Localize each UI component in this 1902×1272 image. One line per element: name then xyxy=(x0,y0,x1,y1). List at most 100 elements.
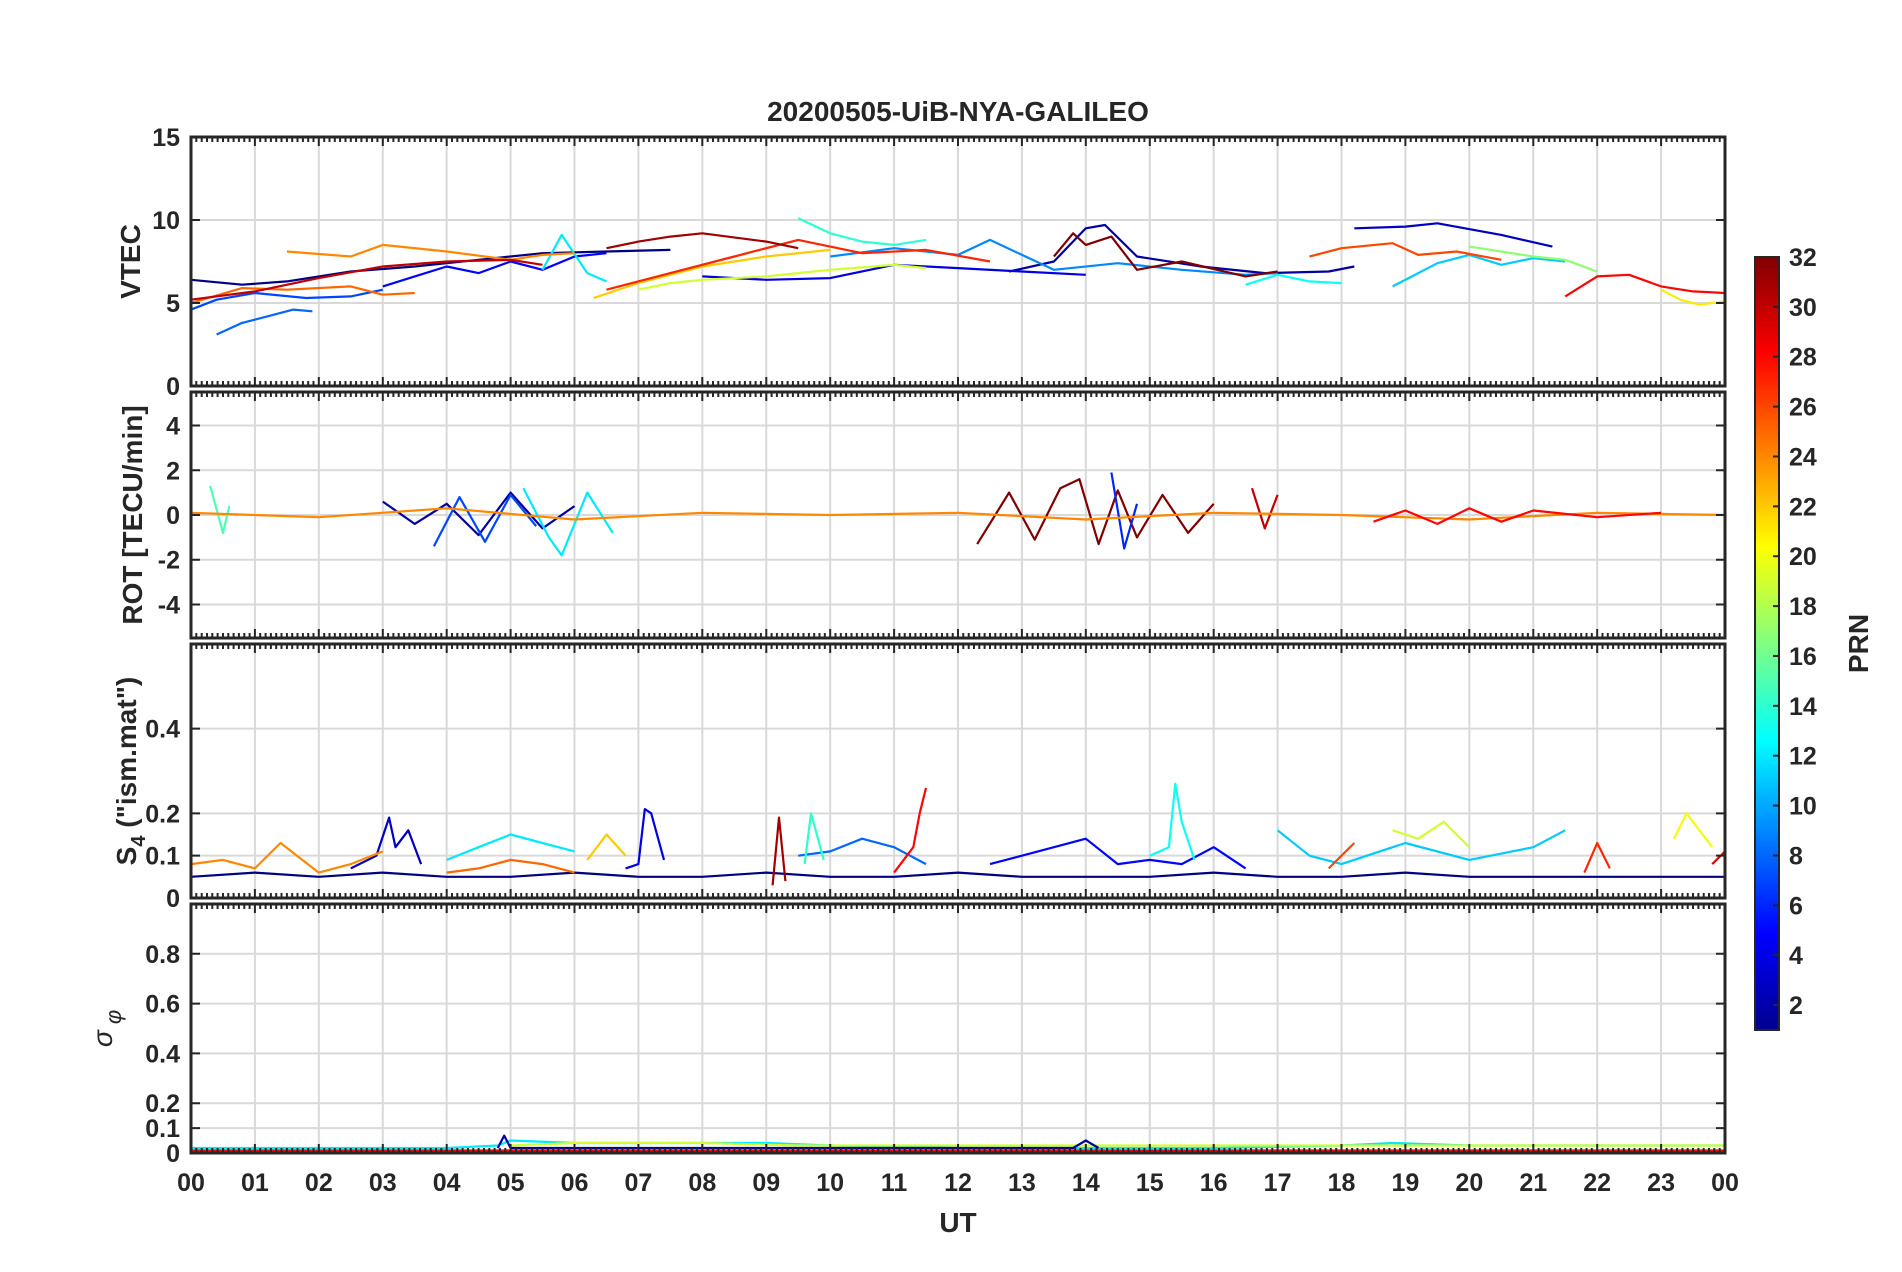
series-line-prn-11 xyxy=(1276,829,1566,866)
series-line-prn-6 xyxy=(1110,472,1139,550)
series-line-prn-13 xyxy=(1149,782,1196,861)
series-line-prn-22 xyxy=(586,833,627,861)
series-line-prn-7 xyxy=(191,288,384,311)
y-axis-label: VTEC xyxy=(115,224,146,299)
y-tick-label: -2 xyxy=(158,547,180,575)
x-tick-label: 16 xyxy=(1200,1169,1228,1197)
y-tick-label: 0.2 xyxy=(145,800,180,828)
series-line-prn-12 xyxy=(191,1139,1725,1150)
y-tick-label: 4 xyxy=(166,413,180,441)
series-line-prn-12 xyxy=(446,833,575,861)
y-tick-label: 2 xyxy=(166,457,180,485)
x-tick-label: 11 xyxy=(881,1169,908,1197)
x-axis: 00 01 02 03 04 05 06 07 08 09 10 11 12 13 14 15 16 17 18 19… xyxy=(177,1169,1739,1197)
x-tick-label: 06 xyxy=(561,1169,589,1197)
series-group xyxy=(191,472,1725,557)
series-line-prn-31 xyxy=(606,232,799,250)
x-tick-label: 17 xyxy=(1264,1169,1292,1197)
colorbar-tick-label: 32 xyxy=(1789,244,1817,272)
colorbar-tick-label: 12 xyxy=(1789,743,1817,771)
series-line-prn-24 xyxy=(191,841,384,874)
colorbar-gradient xyxy=(1754,256,1780,1031)
tick-marks xyxy=(190,644,1726,898)
series-line-prn-13 xyxy=(1245,273,1342,286)
x-tick-label: 13 xyxy=(1008,1169,1036,1197)
y-tick-label: 0.8 xyxy=(145,941,180,969)
y-tick-label: 5 xyxy=(166,290,180,318)
x-tick-label: 07 xyxy=(625,1169,653,1197)
y-tick-label: 0 xyxy=(166,885,180,913)
series-line-prn-14 xyxy=(803,812,825,865)
x-tick-label: 03 xyxy=(369,1169,397,1197)
colorbar-tick-label: 6 xyxy=(1789,892,1803,920)
grid xyxy=(191,392,1725,638)
x-minor-ticks xyxy=(190,644,1726,898)
panel-s4: 0 0.1 0.2 0.4S4 ("ism.mat") xyxy=(111,642,1727,913)
series-line-prn-2 xyxy=(496,1134,1100,1150)
colorbar-tick-label: 8 xyxy=(1789,842,1803,870)
series-line-prn-11 xyxy=(1392,253,1566,288)
tick-marks xyxy=(190,904,1726,1153)
series-line-prn-30 xyxy=(1250,487,1279,530)
series-line-prn-8 xyxy=(216,308,313,336)
series-line-prn-27 xyxy=(606,238,991,291)
x-tick-label: 00 xyxy=(177,1169,205,1197)
colorbar-tick-label: 26 xyxy=(1789,394,1817,422)
x-tick-label: 10 xyxy=(816,1169,844,1197)
series-line-prn-32 xyxy=(976,478,1215,546)
y-tick-label: 0.2 xyxy=(145,1090,180,1118)
x-tick-label: 02 xyxy=(305,1169,333,1197)
series-line-prn-27 xyxy=(1583,841,1611,874)
colorbar-tick-label: 2 xyxy=(1789,992,1803,1020)
panel-sigma_phi: 00.10.2 0.4 0.6 0.8 σ φ xyxy=(87,902,1727,1168)
series-line-prn-8 xyxy=(798,837,927,866)
series-line-prn-3 xyxy=(1354,222,1553,248)
y-axis-label: S4 ("ism.mat") xyxy=(111,677,150,866)
y-tick-label: -4 xyxy=(158,591,180,619)
series-line-prn-28 xyxy=(1564,273,1725,298)
panel-rot: -4 -2 0 2 4 ROT [TECU/min] xyxy=(117,390,1727,640)
x-tick-label: 01 xyxy=(241,1169,269,1197)
series-line-prn-2 xyxy=(1008,223,1355,275)
colorbar-tick-label: 16 xyxy=(1789,643,1817,671)
series-line-prn-17 xyxy=(1469,245,1598,273)
series-line-prn-25 xyxy=(191,285,415,305)
y-tick-label: 0.4 xyxy=(145,1040,180,1068)
x-minor-ticks xyxy=(190,137,1726,386)
grid xyxy=(191,644,1725,898)
series-line-prn-5 xyxy=(989,837,1247,870)
series-line-prn-20 xyxy=(1672,812,1714,848)
x-minor-ticks xyxy=(190,904,1726,1153)
colorbar-tick-label: 14 xyxy=(1789,693,1817,721)
x-tick-label: 20 xyxy=(1455,1169,1483,1197)
x-tick-label: 19 xyxy=(1392,1169,1420,1197)
tick-marks xyxy=(190,137,1726,386)
series-line-prn-28 xyxy=(1373,507,1662,526)
x-tick-label: 05 xyxy=(497,1169,525,1197)
series-line-prn-1 xyxy=(191,871,1725,878)
colorbar-tick-label: 18 xyxy=(1789,593,1817,621)
x-axis-label: UT xyxy=(939,1207,976,1238)
x-tick-label: 15 xyxy=(1136,1169,1164,1197)
x-tick-label: 14 xyxy=(1072,1169,1100,1197)
y-tick-label: 0.4 xyxy=(145,716,180,744)
series-line-prn-7 xyxy=(432,493,538,547)
series-line-prn-26 xyxy=(1327,842,1356,870)
series-line-prn-4 xyxy=(625,807,666,870)
x-tick-label: 09 xyxy=(752,1169,780,1197)
y-tick-label: 15 xyxy=(152,124,180,152)
series-line-prn-14 xyxy=(797,217,927,246)
colorbar-tick-label: 24 xyxy=(1789,443,1817,471)
x-tick-label: 08 xyxy=(688,1169,716,1197)
x-tick-label: 22 xyxy=(1583,1169,1611,1197)
y-axis-label: σ φ xyxy=(87,1010,126,1047)
series-line-prn-3 xyxy=(350,816,423,870)
x-tick-label: 12 xyxy=(944,1169,972,1197)
tick-marks xyxy=(190,392,1726,638)
y-tick-label: 0.6 xyxy=(145,991,180,1019)
series-group xyxy=(191,782,1725,886)
colorbar-tick-label: 22 xyxy=(1789,493,1817,521)
series-line-prn-2 xyxy=(382,491,576,537)
